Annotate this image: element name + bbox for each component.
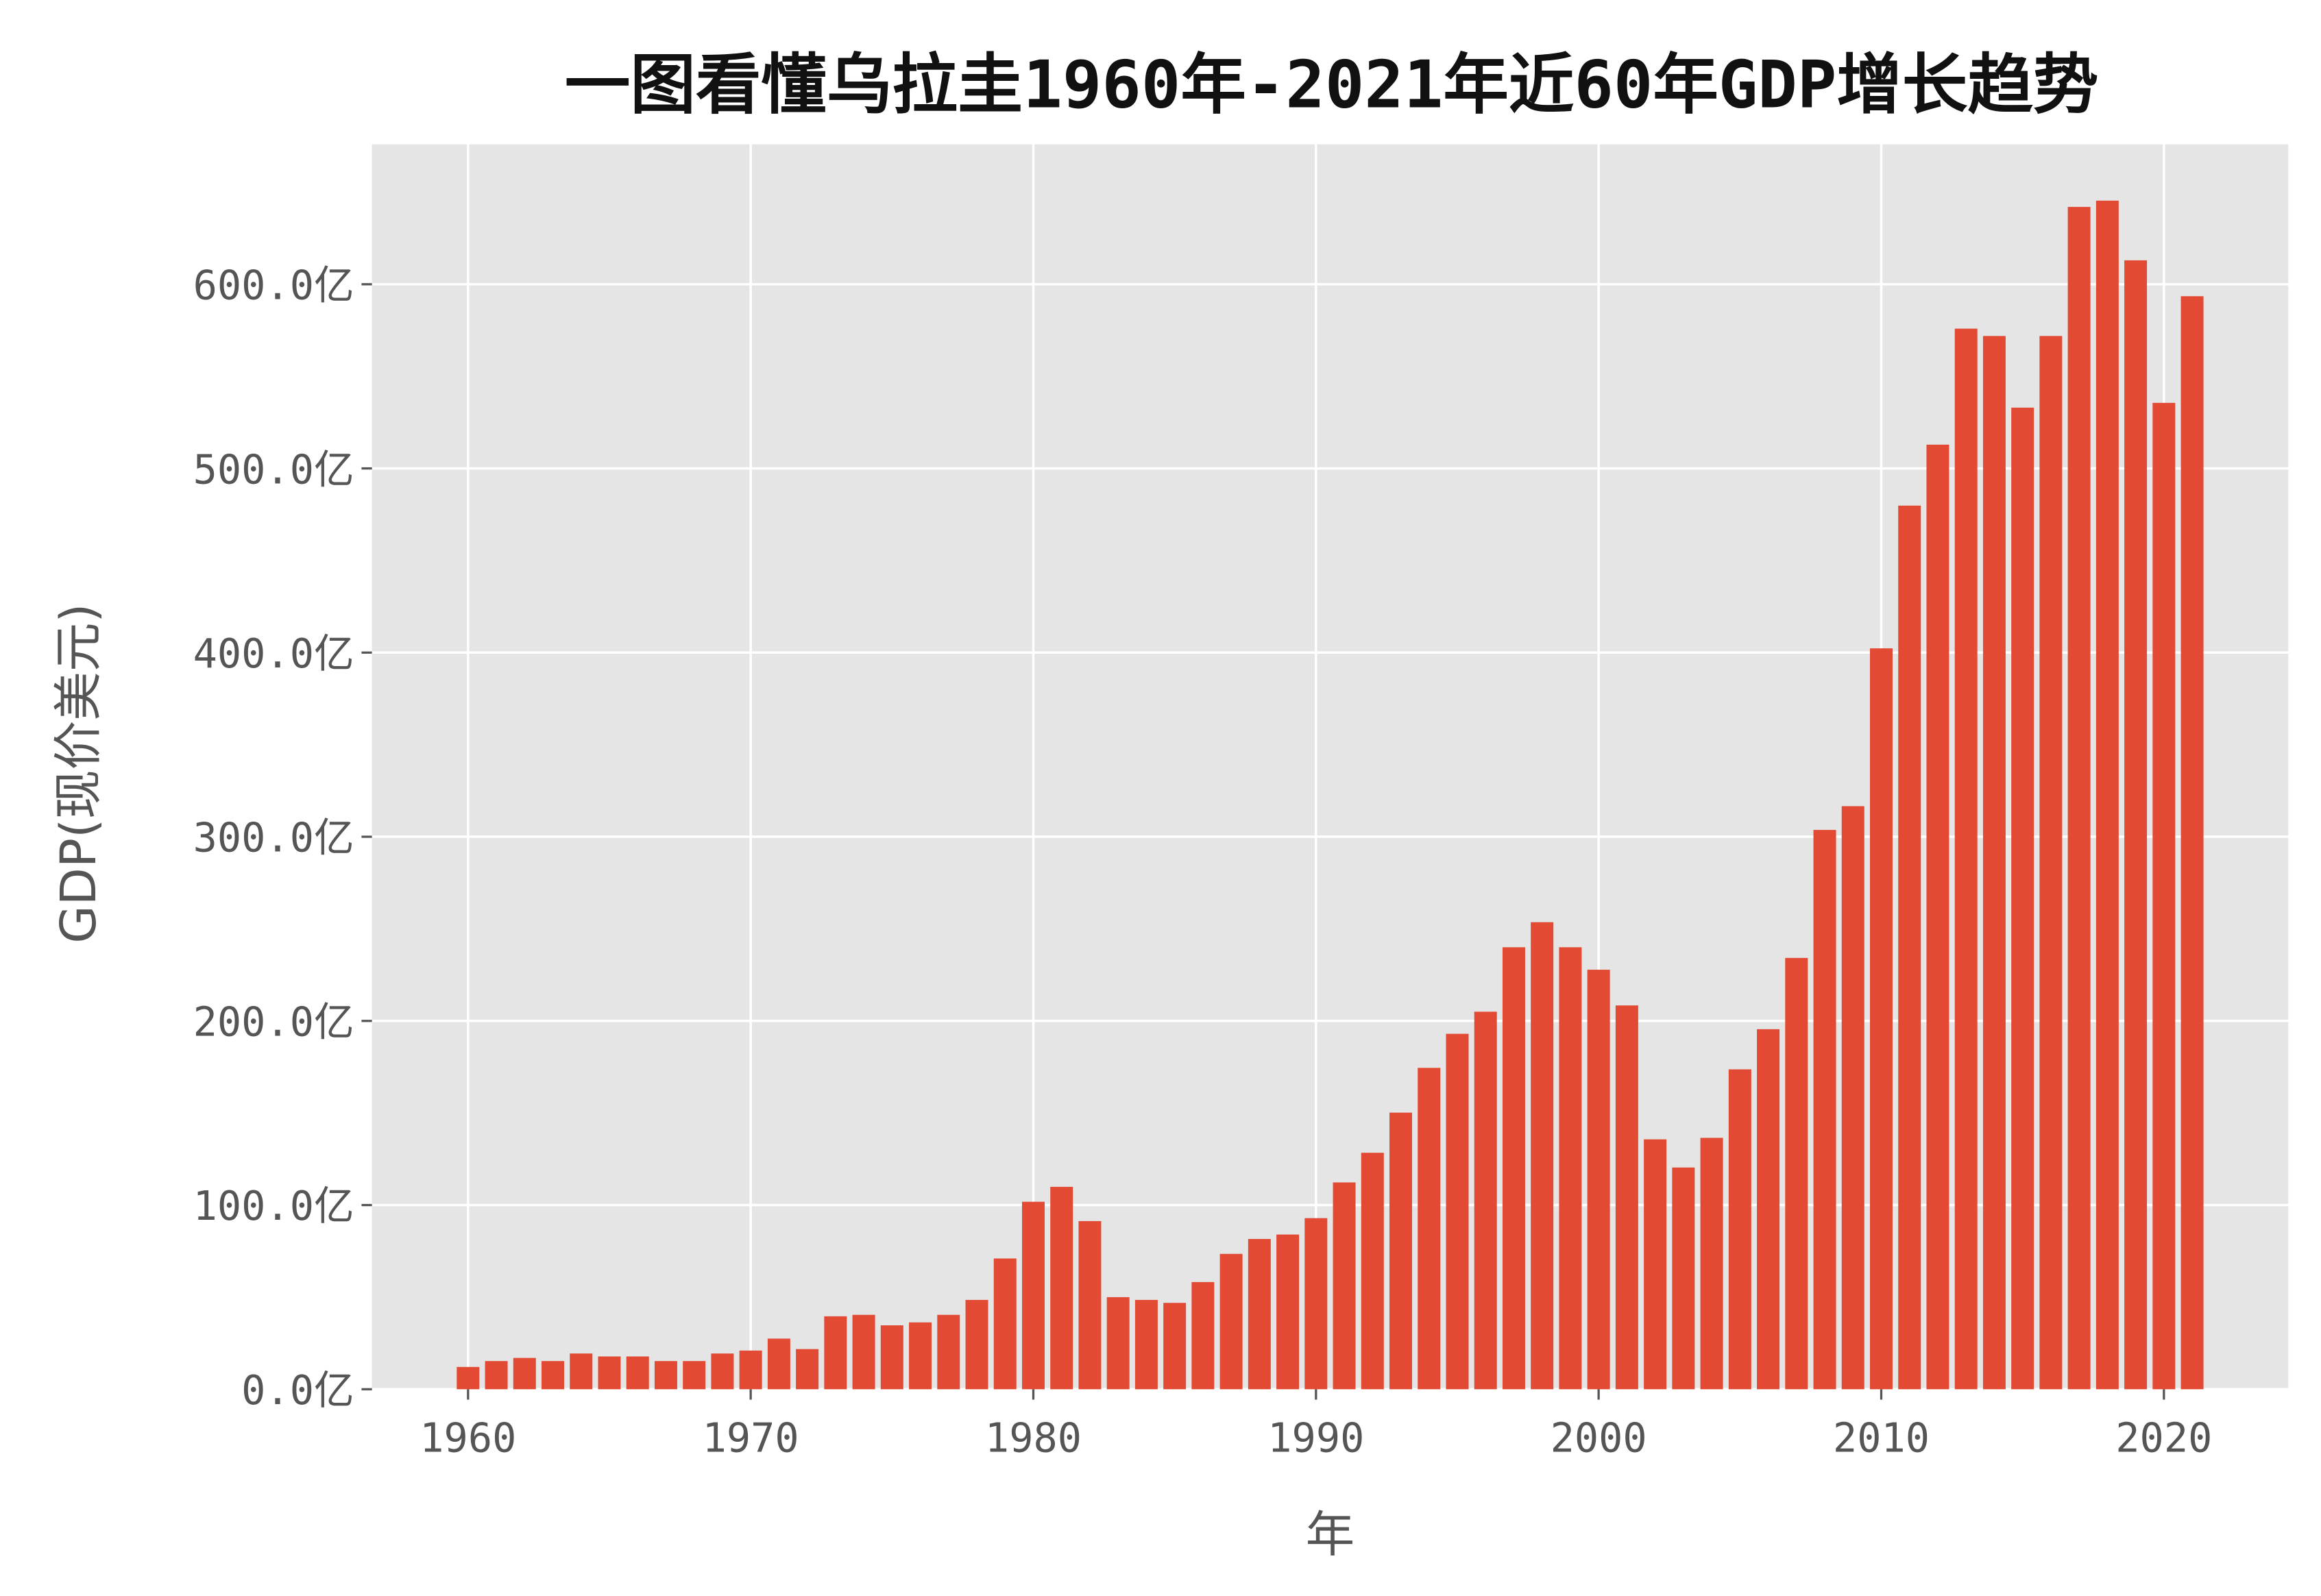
x-tick-label: 1970	[703, 1414, 799, 1461]
bar-2005	[1728, 1069, 1751, 1390]
bar-2010	[1869, 648, 1893, 1390]
bar-2000	[1587, 970, 1610, 1390]
bar-1976	[909, 1322, 932, 1390]
y-tick-label: 0.0亿	[241, 1367, 354, 1414]
bar-2020	[2152, 402, 2176, 1390]
bar-1966	[626, 1356, 649, 1390]
bar-1977	[937, 1314, 960, 1390]
chart-title: 一图看懂乌拉圭1960年-2021年近60年GDP增长趋势	[565, 46, 2098, 123]
bar-2008	[1813, 830, 1836, 1390]
bar-1963	[542, 1361, 565, 1390]
bar-1979	[993, 1258, 1017, 1390]
bar-1996	[1474, 1011, 1497, 1390]
bar-1975	[880, 1325, 903, 1390]
bar-2006	[1757, 1029, 1780, 1390]
bar-1968	[683, 1361, 706, 1390]
bar-1971	[767, 1338, 790, 1390]
bar-2013	[1954, 328, 1978, 1390]
bar-1982	[1078, 1220, 1102, 1390]
bar-2018	[2095, 200, 2119, 1390]
bar-1978	[965, 1299, 988, 1390]
bar-2009	[1841, 806, 1864, 1390]
bar-2011	[1898, 505, 1921, 1390]
bar-1967	[654, 1361, 677, 1390]
x-axis-ticks: 1960 1970 1980 1990 2000 2010 2020	[420, 1389, 2212, 1461]
y-tick-label: 200.0亿	[193, 998, 354, 1045]
bar-2016	[2039, 336, 2063, 1390]
bar-1961	[485, 1361, 508, 1390]
bar-2002	[1644, 1139, 1667, 1390]
bar-1974	[852, 1314, 875, 1390]
bar-1972	[796, 1349, 819, 1390]
bar-1981	[1050, 1186, 1073, 1390]
bars	[457, 200, 2204, 1390]
bar-1988	[1248, 1238, 1271, 1390]
bar-2007	[1785, 957, 1808, 1390]
y-tick-label: 600.0亿	[193, 262, 354, 309]
bar-1998	[1531, 922, 1554, 1390]
bar-2015	[2011, 407, 2034, 1390]
bar-1989	[1276, 1234, 1300, 1390]
bar-2004	[1700, 1138, 1723, 1390]
bar-1997	[1502, 947, 1525, 1390]
bar-2017	[2067, 206, 2091, 1390]
bar-2019	[2124, 260, 2148, 1390]
y-tick-label: 400.0亿	[193, 630, 354, 677]
x-tick-label: 1990	[1267, 1414, 1364, 1461]
y-axis-label: GDP(现价美元)	[50, 604, 107, 944]
x-tick-label: 2010	[1833, 1414, 1930, 1461]
bar-1995	[1446, 1033, 1469, 1390]
bar-1973	[824, 1316, 847, 1390]
bar-1990	[1304, 1218, 1328, 1390]
bar-1983	[1106, 1297, 1130, 1390]
bar-2001	[1615, 1005, 1638, 1390]
bar-1984	[1134, 1299, 1158, 1390]
y-tick-label: 300.0亿	[193, 815, 354, 861]
bar-1964	[570, 1353, 593, 1390]
x-tick-label: 1960	[420, 1414, 516, 1461]
bar-1960	[457, 1366, 480, 1390]
bar-1970	[739, 1350, 762, 1390]
bar-1999	[1559, 947, 1582, 1390]
bar-1986	[1191, 1281, 1215, 1390]
bar-1980	[1021, 1201, 1045, 1390]
bar-2014	[1982, 336, 2006, 1390]
x-tick-label: 1980	[985, 1414, 1082, 1461]
bar-1962	[513, 1358, 536, 1390]
bar-1993	[1389, 1112, 1413, 1390]
bar-1992	[1361, 1153, 1384, 1390]
bar-2003	[1672, 1167, 1695, 1390]
bar-2012	[1926, 444, 1949, 1390]
x-tick-label: 2020	[2115, 1414, 2212, 1461]
bar-1987	[1219, 1253, 1243, 1390]
bar-1994	[1418, 1068, 1441, 1390]
y-tick-label: 100.0亿	[193, 1183, 354, 1229]
bar-1991	[1333, 1182, 1356, 1390]
x-tick-label: 2000	[1551, 1414, 1647, 1461]
y-axis-ticks: 0.0亿 100.0亿 200.0亿 300.0亿 400.0亿 500.0亿 600.0亿	[193, 262, 372, 1414]
y-tick-label: 500.0亿	[193, 446, 354, 493]
bar-1965	[598, 1356, 621, 1390]
bar-1985	[1163, 1303, 1187, 1390]
bar-2021	[2180, 296, 2204, 1390]
x-axis-label: 年	[1306, 1506, 1355, 1563]
bar-1969	[711, 1353, 734, 1390]
